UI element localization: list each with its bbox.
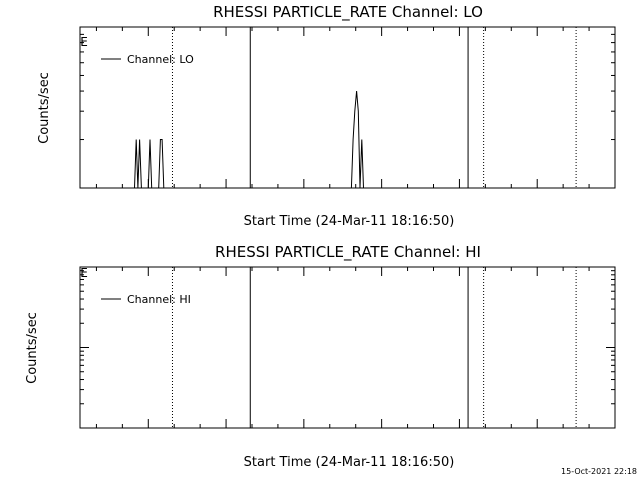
- chart-title: RHESSI PARTICLE_RATE Channel: LO: [213, 3, 483, 22]
- hi-channel-panel: RHESSI PARTICLE_RATE Channel: HI Start T…: [25, 243, 616, 470]
- lo-channel-panel: RHESSI PARTICLE_RATE Channel: LO Start T…: [37, 3, 616, 229]
- footer-timestamp: 15-Oct-2021 22:18: [561, 467, 637, 476]
- legend-label: Channel: LO: [127, 53, 194, 66]
- edge-marker-label: E: [80, 35, 88, 49]
- y-axis-label: Counts/sec: [25, 312, 40, 384]
- x-axis-label: Start Time (24-Mar-11 18:16:50): [244, 214, 455, 229]
- chart-title: RHESSI PARTICLE_RATE Channel: HI: [215, 243, 481, 262]
- y-axis-label: Counts/sec: [37, 72, 52, 144]
- data-series-line: [134, 91, 364, 189]
- legend-label: Channel: HI: [127, 293, 191, 306]
- edge-marker-label: E: [80, 266, 88, 280]
- x-axis-label: Start Time (24-Mar-11 18:16:50): [244, 455, 455, 470]
